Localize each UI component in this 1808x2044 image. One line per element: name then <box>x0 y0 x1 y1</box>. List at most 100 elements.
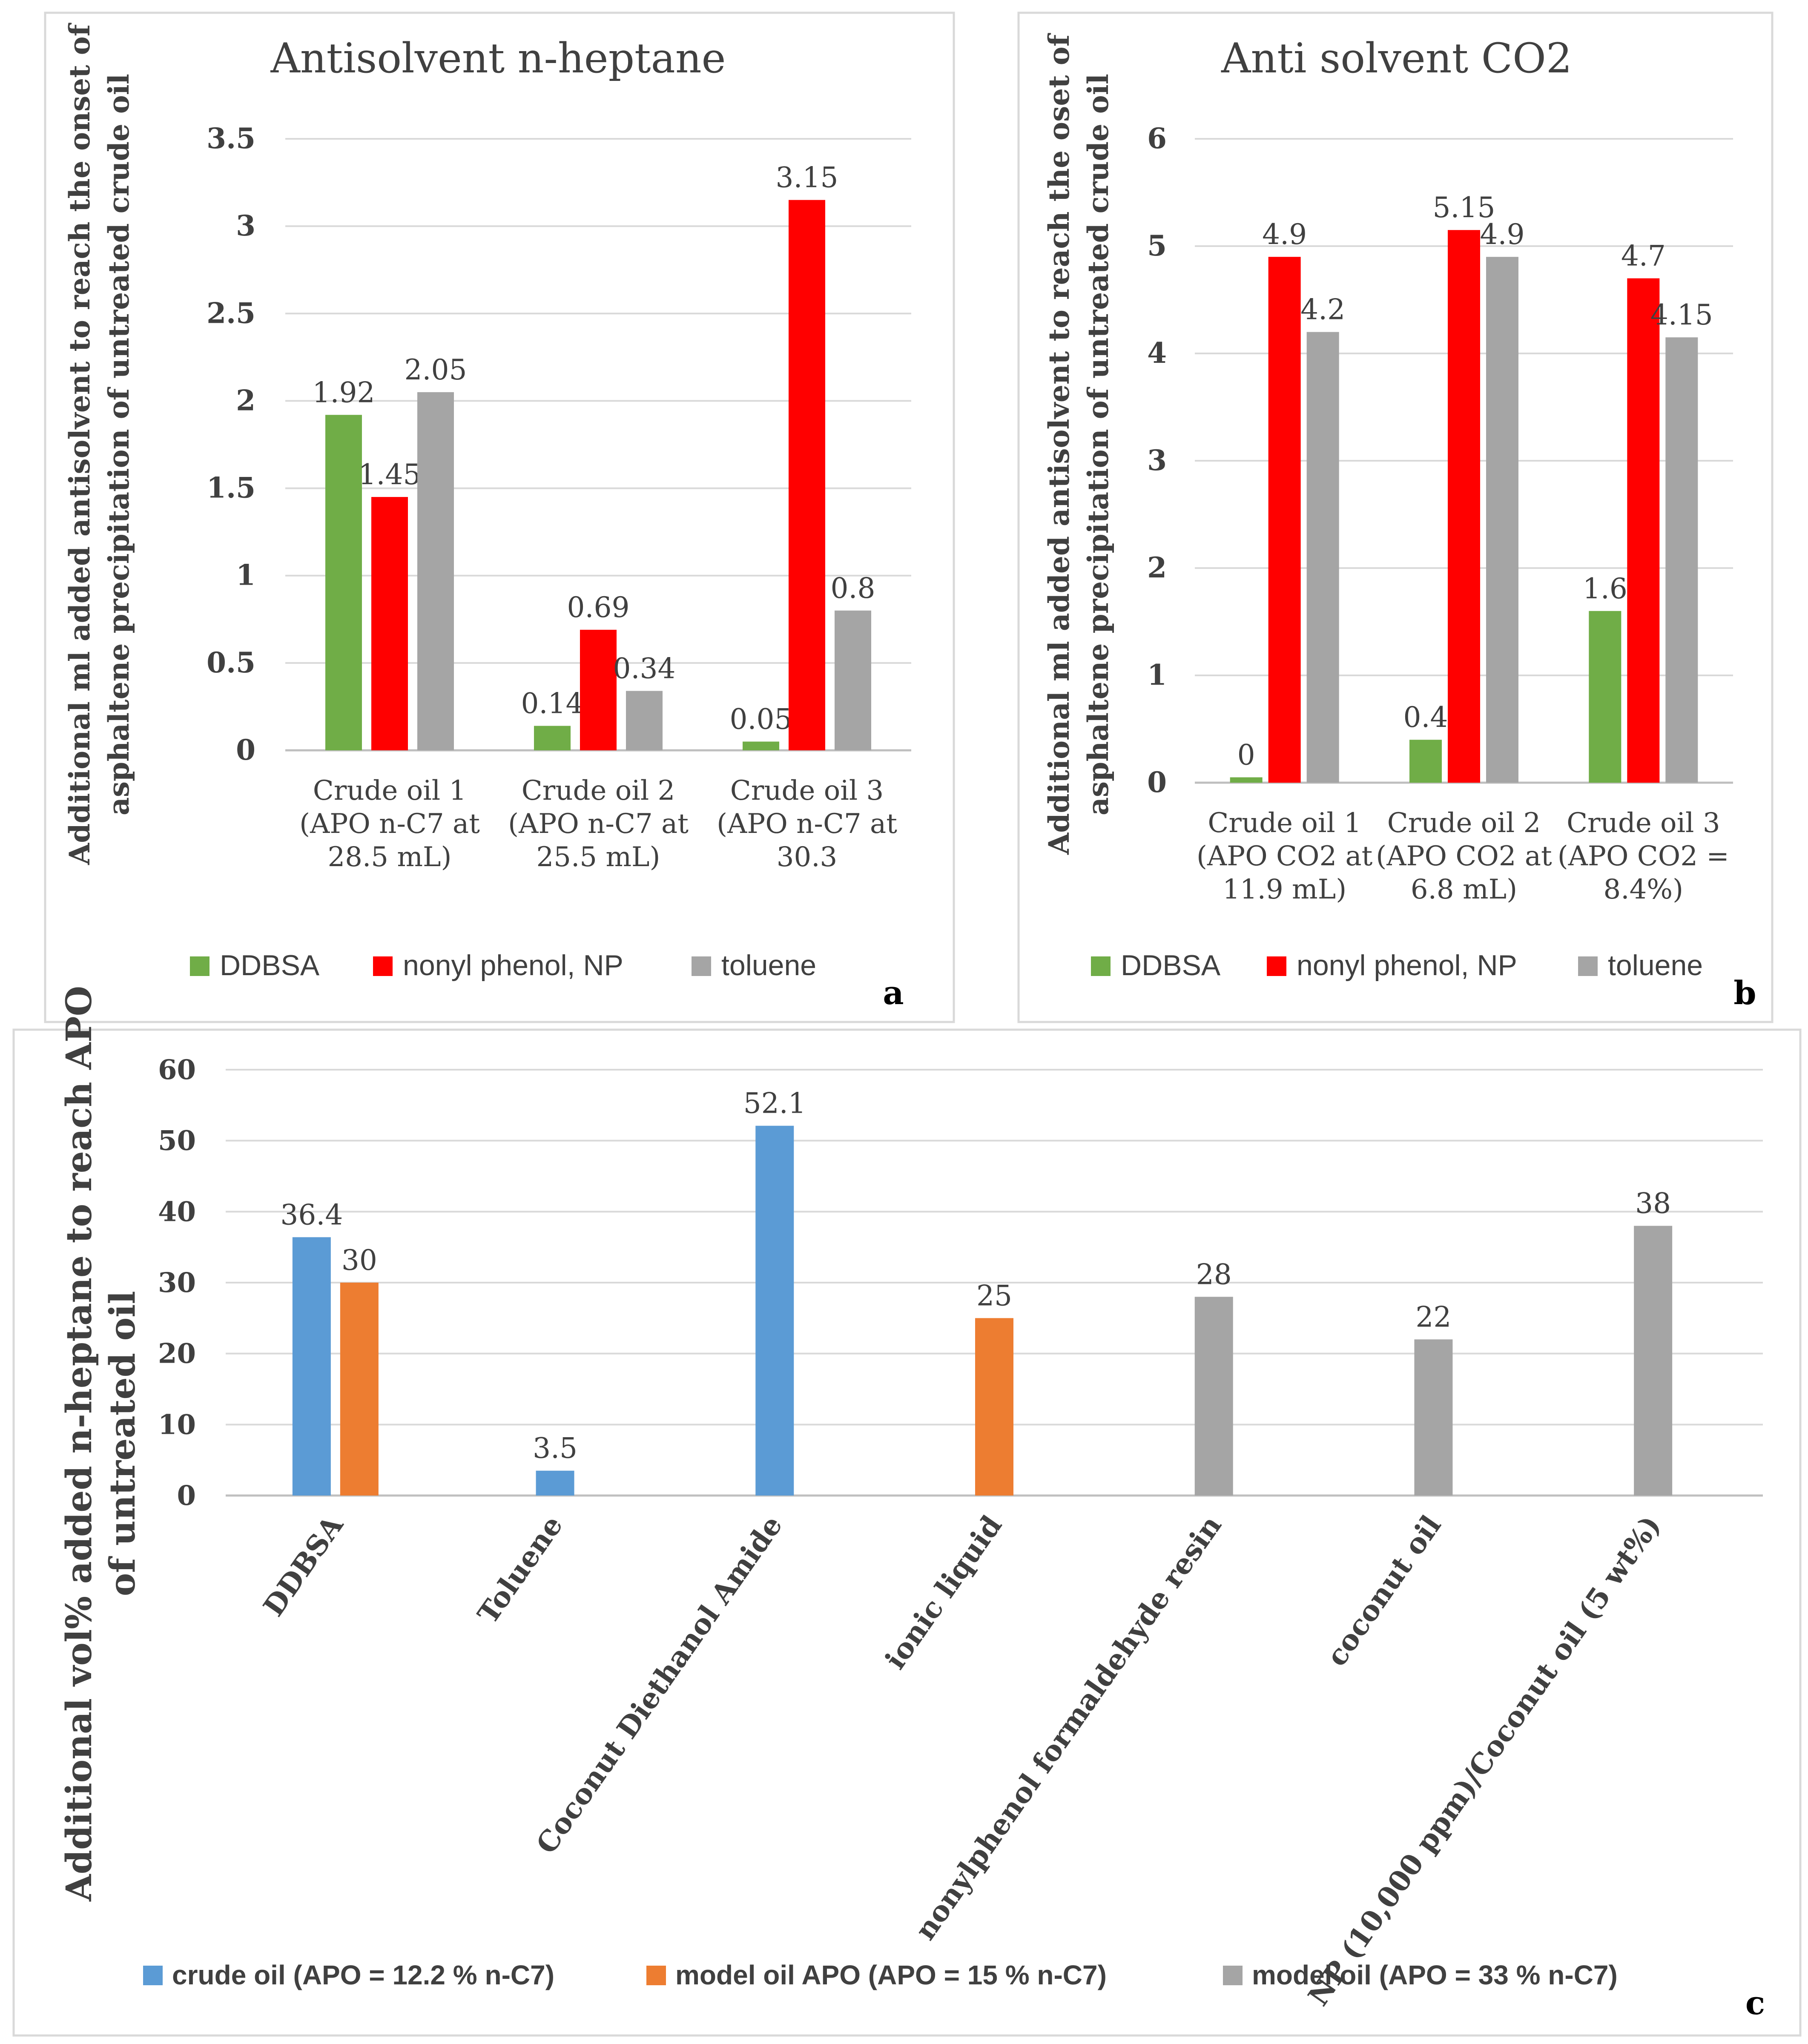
y-tick-label: 20 <box>158 1338 196 1370</box>
legend-label: DDBSA <box>1121 949 1221 982</box>
x-category-label-line: (APO CO2 at <box>1376 841 1552 872</box>
panel-letter-b: b <box>1733 974 1756 1012</box>
data-label: 0.4 <box>1403 701 1448 734</box>
data-label: 1.45 <box>359 458 421 491</box>
legend-label: crude oil (APO = 12.2 % n-C7) <box>172 1960 554 1990</box>
legend-swatch <box>373 956 393 976</box>
y-tick-label: 4 <box>1147 336 1167 370</box>
bar-model-4 <box>975 1318 1013 1496</box>
data-label: 4.7 <box>1621 240 1666 273</box>
data-label: 0 <box>1237 738 1255 771</box>
legend-swatch <box>1223 1966 1243 1985</box>
legend-label: DDBSA <box>220 949 320 982</box>
bar-ddbsa-2 <box>534 726 571 750</box>
bar-toluene-1 <box>417 392 454 750</box>
y-axis-title-line: asphaltene precipitation of untreated cr… <box>102 74 135 815</box>
bar-toluene-3 <box>1665 337 1698 783</box>
chart-panel-b: Anti solvent CO2 Additional ml added anti… <box>1042 33 1733 982</box>
legend-label: model oil (APO = 33 % n-C7) <box>1252 1960 1618 1990</box>
x-category-label-line: 6.8 mL) <box>1411 874 1517 905</box>
chart-title-b: Anti solvent CO2 <box>1221 34 1572 82</box>
bar-toluene-2 <box>626 691 663 750</box>
bar-model-6 <box>1414 1339 1453 1496</box>
legend-swatch <box>1267 956 1286 976</box>
bar-model-1 <box>340 1283 379 1496</box>
data-label: 3.15 <box>776 161 838 194</box>
y-tick-label: 50 <box>158 1125 196 1157</box>
y-axis-title-line: Additional vol% added n-heptane to reach… <box>59 986 100 1902</box>
y-tick-label: 40 <box>158 1196 196 1228</box>
data-label: 1.92 <box>313 376 375 409</box>
y-tick-label: 2.5 <box>207 296 255 330</box>
y-tick-label: 2 <box>1147 551 1167 584</box>
bar-crude-3 <box>755 1125 794 1496</box>
x-category-label-line: Crude oil 2 <box>522 775 675 807</box>
bar-ddbsa-3 <box>1589 611 1621 783</box>
bar-toluene-2 <box>1486 257 1518 783</box>
y-tick-label: 5 <box>1147 229 1167 262</box>
y-axis-title-line: asphaltene precipitation of untreated cr… <box>1082 74 1115 815</box>
bar-model-7 <box>1634 1226 1673 1496</box>
bar-toluene-1 <box>1306 332 1339 783</box>
data-label: 30 <box>342 1244 377 1277</box>
y-tick-label: 10 <box>158 1409 196 1441</box>
y-tick-label: 60 <box>158 1054 196 1086</box>
data-label: 4.2 <box>1300 293 1345 326</box>
legend-swatch <box>143 1966 163 1985</box>
bar-crude-1 <box>292 1237 331 1496</box>
legend-swatch <box>646 1966 666 1985</box>
bar-nonyl-3 <box>1627 278 1660 783</box>
x-category-label-line: Crude oil 3 <box>1567 807 1720 839</box>
x-category-label-line: (APO n-C7 at <box>508 808 689 840</box>
y-tick-label: 2 <box>236 384 255 417</box>
x-category-label-line: Crude oil 1 <box>313 775 467 807</box>
data-label: 2.05 <box>405 353 467 386</box>
x-category-label-line: (APO n-C7 at <box>717 808 897 840</box>
legend-label: model oil APO (APO = 15 % n-C7) <box>675 1960 1107 1990</box>
data-label: 0.8 <box>831 572 875 605</box>
bar-nonyl-3 <box>789 200 825 751</box>
y-tick-label: 0 <box>236 733 255 766</box>
panel-c-frame <box>12 1028 1802 2037</box>
bar-model-5 <box>1194 1297 1233 1496</box>
data-label: 36.4 <box>280 1198 343 1231</box>
data-label: 28 <box>1196 1258 1232 1291</box>
y-tick-label: 3 <box>236 209 255 242</box>
legend-swatch <box>1091 956 1111 976</box>
bar-nonyl-2 <box>580 629 617 750</box>
y-tick-label: 1 <box>1147 658 1167 692</box>
chart-panel-a: Antisolvent n-heptane Additional ml added… <box>63 23 911 982</box>
x-category-label-line: 11.9 mL) <box>1223 874 1346 905</box>
legend-label: nonyl phenol, NP <box>1297 949 1517 982</box>
y-axis-title-line: Additional ml added antisolvent to reach… <box>63 23 96 865</box>
bar-ddbsa-3 <box>743 741 779 750</box>
data-label: 25 <box>976 1279 1012 1312</box>
x-category-label-line: Crude oil 3 <box>730 775 884 807</box>
data-label: 0.14 <box>521 687 584 720</box>
data-label: 22 <box>1415 1300 1451 1333</box>
x-category-label-line: (APO n-C7 at <box>299 808 480 840</box>
x-category-label-line: Crude oil 2 <box>1387 807 1541 839</box>
bar-ddbsa-1 <box>325 415 362 750</box>
legend-label: nonyl phenol, NP <box>403 949 623 982</box>
y-tick-label: 30 <box>158 1267 196 1299</box>
bar-toluene-3 <box>835 610 871 750</box>
legend-swatch <box>692 956 711 976</box>
y-tick-label: 0 <box>1147 766 1167 799</box>
bar-ddbsa-1 <box>1230 777 1263 783</box>
data-label: 1.6 <box>1583 572 1627 605</box>
y-axis-title-line: Additional ml added antisolvent to reach… <box>1042 33 1076 855</box>
data-label: 38 <box>1635 1187 1671 1220</box>
x-category-label-line: 30.3 <box>777 841 838 873</box>
data-label: 52.1 <box>743 1087 806 1120</box>
x-category-label-line: 25.5 mL) <box>537 841 660 873</box>
y-tick-label: 0 <box>177 1480 196 1512</box>
bar-nonyl-2 <box>1448 230 1480 783</box>
legend-label: toluene <box>721 949 816 982</box>
legend-label: toluene <box>1608 949 1703 982</box>
y-axis-title-line: of untreated oil <box>102 1291 143 1596</box>
data-label: 4.9 <box>1262 218 1307 251</box>
bar-ddbsa-2 <box>1409 740 1442 783</box>
x-category-label-line: (APO CO2 at <box>1197 841 1373 872</box>
